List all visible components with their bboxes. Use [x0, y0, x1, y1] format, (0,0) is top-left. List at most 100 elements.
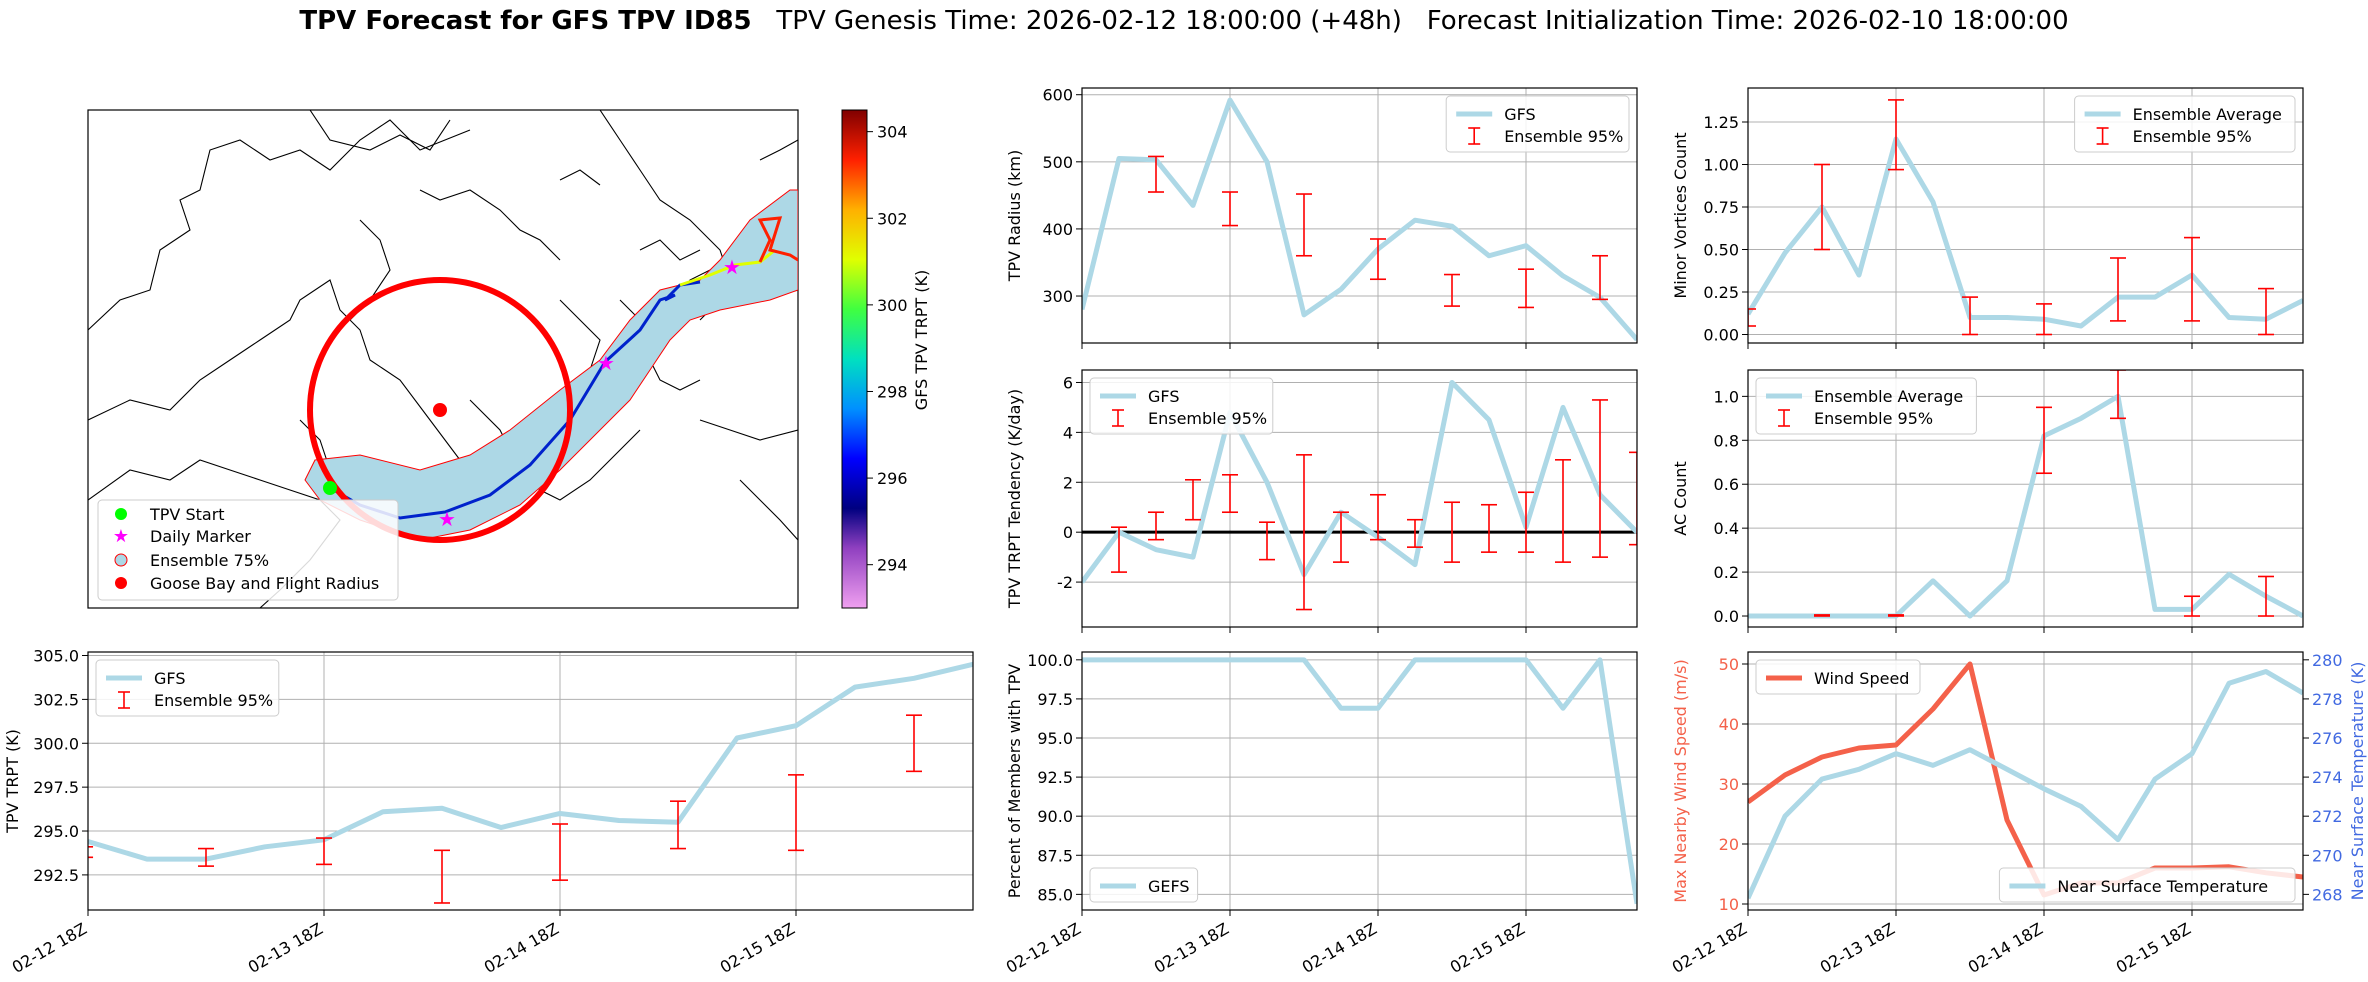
y-tick-label: 305.0	[33, 647, 79, 666]
plot-marks	[1082, 97, 1637, 342]
y-tick-label: 297.5	[33, 778, 79, 797]
legend-box	[1445, 95, 1630, 153]
x-tick-label: 02-12 18Z	[9, 919, 90, 977]
colorbar-tick-label: 296	[877, 469, 908, 488]
x-tick-label: 02-14 18Z	[481, 919, 562, 977]
plot-marks	[1748, 661, 2303, 900]
y-tick-label: 300	[1042, 287, 1073, 306]
plot-marks	[1748, 99, 2303, 336]
y-tick-label: 1.00	[1703, 156, 1739, 175]
goose-bay-marker	[433, 403, 447, 417]
title-init: Forecast Initialization Time: 2026-02-10…	[1426, 6, 2069, 36]
y-tick-label: 0.75	[1703, 198, 1739, 217]
legend-box	[1089, 377, 1274, 435]
y-tick-label: 600	[1042, 86, 1073, 105]
map-legend: TPV Start ★ Daily Marker Ensemble 75% Go…	[97, 499, 399, 601]
y-axis-label: Max Nearby Wind Speed (m/s)	[1671, 659, 1690, 902]
gfs-track-hot	[757, 216, 798, 263]
series-line-gfs	[1082, 97, 1637, 342]
x-tick-label: 02-15 18Z	[1447, 919, 1528, 977]
plot-marks	[88, 661, 973, 904]
y-tick-label: 400	[1042, 220, 1073, 239]
y2-tick-label: 278	[2312, 690, 2343, 709]
y-tick-label: 0.2	[1714, 563, 1739, 582]
y-axis-label: TPV TRPT Tendency (K/day)	[1005, 389, 1024, 609]
y2-tick-label: 280	[2312, 651, 2343, 670]
y-tick-label: 85.0	[1037, 885, 1073, 904]
plot-frame	[1081, 87, 1638, 344]
legend-wind: Near Surface Temperature	[1998, 867, 2296, 903]
y-tick-label: 500	[1042, 153, 1073, 172]
y-axis-label: Minor Vortices Count	[1671, 132, 1690, 298]
plot-marks	[1082, 657, 1637, 905]
x-tick-label: 02-13 18Z	[1151, 919, 1232, 977]
x-tick-label: 02-12 18Z	[1003, 919, 1084, 977]
y2-tick-label: 268	[2312, 885, 2343, 904]
y2-tick-label: 274	[2312, 768, 2343, 787]
y-tick-label: 0.00	[1703, 326, 1739, 345]
legend-label: Ensemble Average	[1814, 387, 1963, 406]
colorbar-tick-label: 304	[877, 123, 908, 142]
plot-frame	[1081, 369, 1638, 628]
daily-marker-2: ★	[597, 351, 615, 375]
y-tick-label: 1.25	[1703, 113, 1739, 132]
series-line-near-surface-temperature	[1748, 669, 2303, 900]
y-tick-label: 0.50	[1703, 241, 1739, 260]
plot-frame	[87, 651, 974, 911]
y-tick-label: 100.0	[1027, 651, 1073, 670]
legend-box	[1755, 659, 1921, 695]
colorbar: 294 296 298 300 302 304 GFS TPV TRPT (K)	[841, 109, 931, 609]
x-tick-label: 02-13 18Z	[245, 919, 326, 977]
legend-label: Ensemble 95%	[2133, 127, 2252, 146]
y-tick-label: 1.0	[1714, 387, 1739, 406]
x-tick-label: 02-15 18Z	[2113, 919, 2194, 977]
y-axis-label: Percent of Members with TPV	[1005, 664, 1024, 898]
y-tick-label: 90.0	[1037, 807, 1073, 826]
series-line-gfs	[1082, 379, 1637, 584]
legend-label: Ensemble Average	[2133, 105, 2282, 124]
panel-trpt: 292.5 295.0 297.5 300.0 302.5 305.0 TPV TRPT (…	[3, 647, 974, 977]
y-tick-label: 40	[1719, 715, 1739, 734]
y2-tick-label: 270	[2312, 846, 2343, 865]
y-tick-label: 6	[1063, 373, 1073, 392]
plot-frame	[1747, 87, 2304, 344]
legend-daily-marker: Daily Marker	[150, 527, 251, 546]
legend-box	[1089, 867, 1199, 903]
y-axis-label: TPV Radius (km)	[1005, 150, 1024, 283]
y-tick-label: 4	[1063, 423, 1073, 442]
legend-ensemble-75-icon	[114, 553, 128, 567]
y-tick-label: 0.8	[1714, 431, 1739, 450]
plot-frame	[1081, 651, 1638, 911]
panel-wind: 10 20 30 40 50 Max Nearby Wind Speed (m/s) 268…	[1669, 651, 2367, 977]
plot-frame	[1747, 651, 2304, 911]
x-tick-label: 02-13 18Z	[1817, 919, 1898, 977]
legend-label: GFS	[1148, 387, 1179, 406]
gfs-track-warm	[679, 248, 776, 287]
y-tick-label: 20	[1719, 835, 1739, 854]
legend-label: Ensemble 95%	[1504, 127, 1623, 146]
map-panel: ★ ★ ★ TPV Start ★ Daily Marker Ensemble …	[87, 109, 931, 609]
plot-area	[1082, 652, 1637, 910]
series-line-wind-speed	[1748, 661, 2303, 898]
plot-marks	[1748, 370, 2303, 619]
colorbar-tick-label: 298	[877, 382, 908, 401]
plot-frame	[1747, 369, 2304, 628]
legend-label: Wind Speed	[1814, 669, 1909, 688]
legend-ac: Ensemble Average Ensemble 95%	[1755, 377, 1977, 435]
y-axis-label: TPV TRPT (K)	[3, 729, 22, 834]
legend-goose-bay-icon	[115, 577, 127, 589]
y-tick-label: 2	[1063, 473, 1073, 492]
y-tick-label: 10	[1719, 895, 1739, 914]
legend-box	[2074, 95, 2296, 153]
x-tick-label: 02-14 18Z	[1299, 919, 1380, 977]
y-tick-label: 302.5	[33, 690, 79, 709]
y-tick-label: 92.5	[1037, 768, 1073, 787]
series-line-gfs	[88, 661, 973, 862]
legend-label: Ensemble 95%	[1814, 409, 1933, 428]
y-tick-label: 295.0	[33, 822, 79, 841]
legend-label: Ensemble 95%	[154, 691, 273, 710]
y-tick-label: 0.25	[1703, 283, 1739, 302]
y-tick-label: 0	[1063, 523, 1073, 542]
legend-tendency: GFS Ensemble 95%	[1089, 377, 1274, 435]
